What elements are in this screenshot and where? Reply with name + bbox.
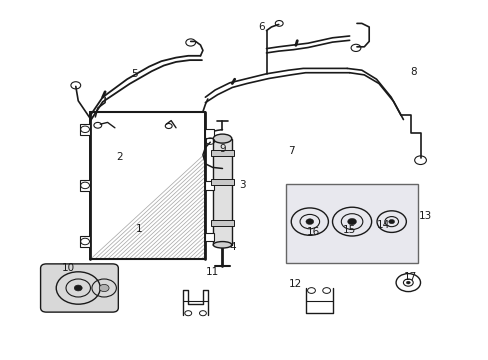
Bar	[80, 180, 90, 191]
Bar	[90, 112, 205, 259]
Circle shape	[74, 285, 82, 291]
Text: 12: 12	[288, 279, 302, 289]
Ellipse shape	[213, 242, 231, 248]
Text: 11: 11	[205, 267, 219, 277]
Bar	[205, 233, 214, 242]
Text: 13: 13	[418, 211, 431, 221]
Circle shape	[305, 219, 313, 225]
Bar	[210, 220, 234, 226]
Bar	[205, 130, 214, 138]
Circle shape	[99, 284, 109, 292]
Text: 10: 10	[62, 263, 75, 273]
Text: 14: 14	[376, 220, 390, 230]
Text: 7: 7	[287, 146, 294, 156]
Text: 17: 17	[403, 272, 417, 282]
Text: 5: 5	[131, 69, 138, 79]
Text: 6: 6	[258, 22, 264, 32]
Text: 8: 8	[409, 67, 416, 77]
Text: 16: 16	[305, 227, 319, 237]
Bar	[210, 179, 234, 185]
Text: 3: 3	[238, 180, 245, 190]
Bar	[213, 139, 231, 245]
Circle shape	[406, 281, 409, 284]
Circle shape	[347, 219, 356, 225]
Circle shape	[388, 220, 394, 224]
Text: 2: 2	[116, 152, 123, 162]
Text: 9: 9	[219, 144, 225, 154]
Ellipse shape	[213, 134, 231, 143]
Bar	[210, 150, 234, 156]
Bar	[80, 124, 90, 135]
Text: 1: 1	[136, 224, 142, 234]
Text: 4: 4	[228, 242, 235, 252]
Bar	[285, 184, 417, 263]
Text: 15: 15	[342, 225, 356, 235]
Bar	[80, 236, 90, 247]
Bar	[205, 181, 214, 190]
FancyBboxPatch shape	[41, 264, 118, 312]
